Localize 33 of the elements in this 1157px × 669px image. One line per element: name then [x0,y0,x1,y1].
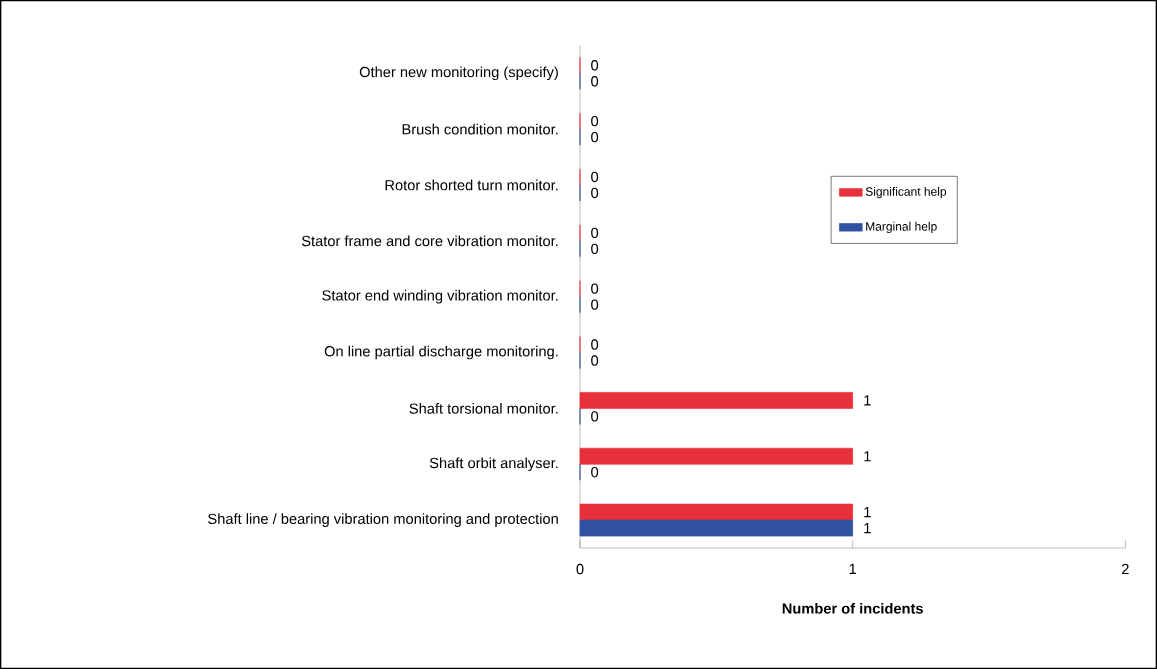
x-axis-title: Number of incidents [782,602,923,614]
data-label: 0 [591,355,599,366]
y-tick-label: On line partial discharge monitoring. [324,345,558,360]
data-label: 0 [591,76,599,87]
y-tick-label: Stator end winding vibration monitor. [322,289,558,304]
y-tick-label: Rotor shorted turn monitor. [385,179,558,191]
data-label: 0 [591,171,599,183]
x-tick-label: 0 [576,563,584,575]
x-tick-label: 1 [849,563,857,574]
data-label: 1 [864,395,871,406]
x-tick-label: 2 [1121,563,1129,575]
data-label: 0 [591,467,599,478]
y-tick-label: Shaft torsional monitor. [409,403,558,414]
data-label: 0 [591,243,599,255]
data-label: 0 [591,299,599,310]
data-label: 0 [591,131,599,143]
data-label: 0 [591,411,599,422]
legend-label: Significant help [865,186,947,199]
data-label: 1 [864,507,871,518]
y-tick-label: Brush condition monitor. [402,123,558,135]
y-tick-label: Stator frame and core vibration monitor. [301,235,558,247]
y-tick-label: Shaft line / bearing vibration monitoring and protection [208,513,558,527]
data-label: 0 [591,339,599,350]
data-label: 0 [591,227,599,239]
data-label: 1 [864,523,871,534]
data-label: 0 [591,115,599,127]
data-label: 0 [591,187,599,199]
data-label: 0 [591,283,599,294]
y-tick-label: Shaft orbit analyser. [429,457,558,472]
y-tick-label: Other new monitoring (specify) [359,66,558,81]
legend-label: Marginal help [866,221,937,234]
data-label: 0 [591,60,599,71]
data-label: 1 [864,451,871,462]
